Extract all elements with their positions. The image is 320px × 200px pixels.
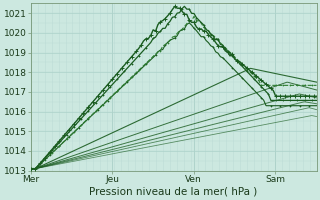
X-axis label: Pression niveau de la mer( hPa ): Pression niveau de la mer( hPa )	[90, 187, 258, 197]
